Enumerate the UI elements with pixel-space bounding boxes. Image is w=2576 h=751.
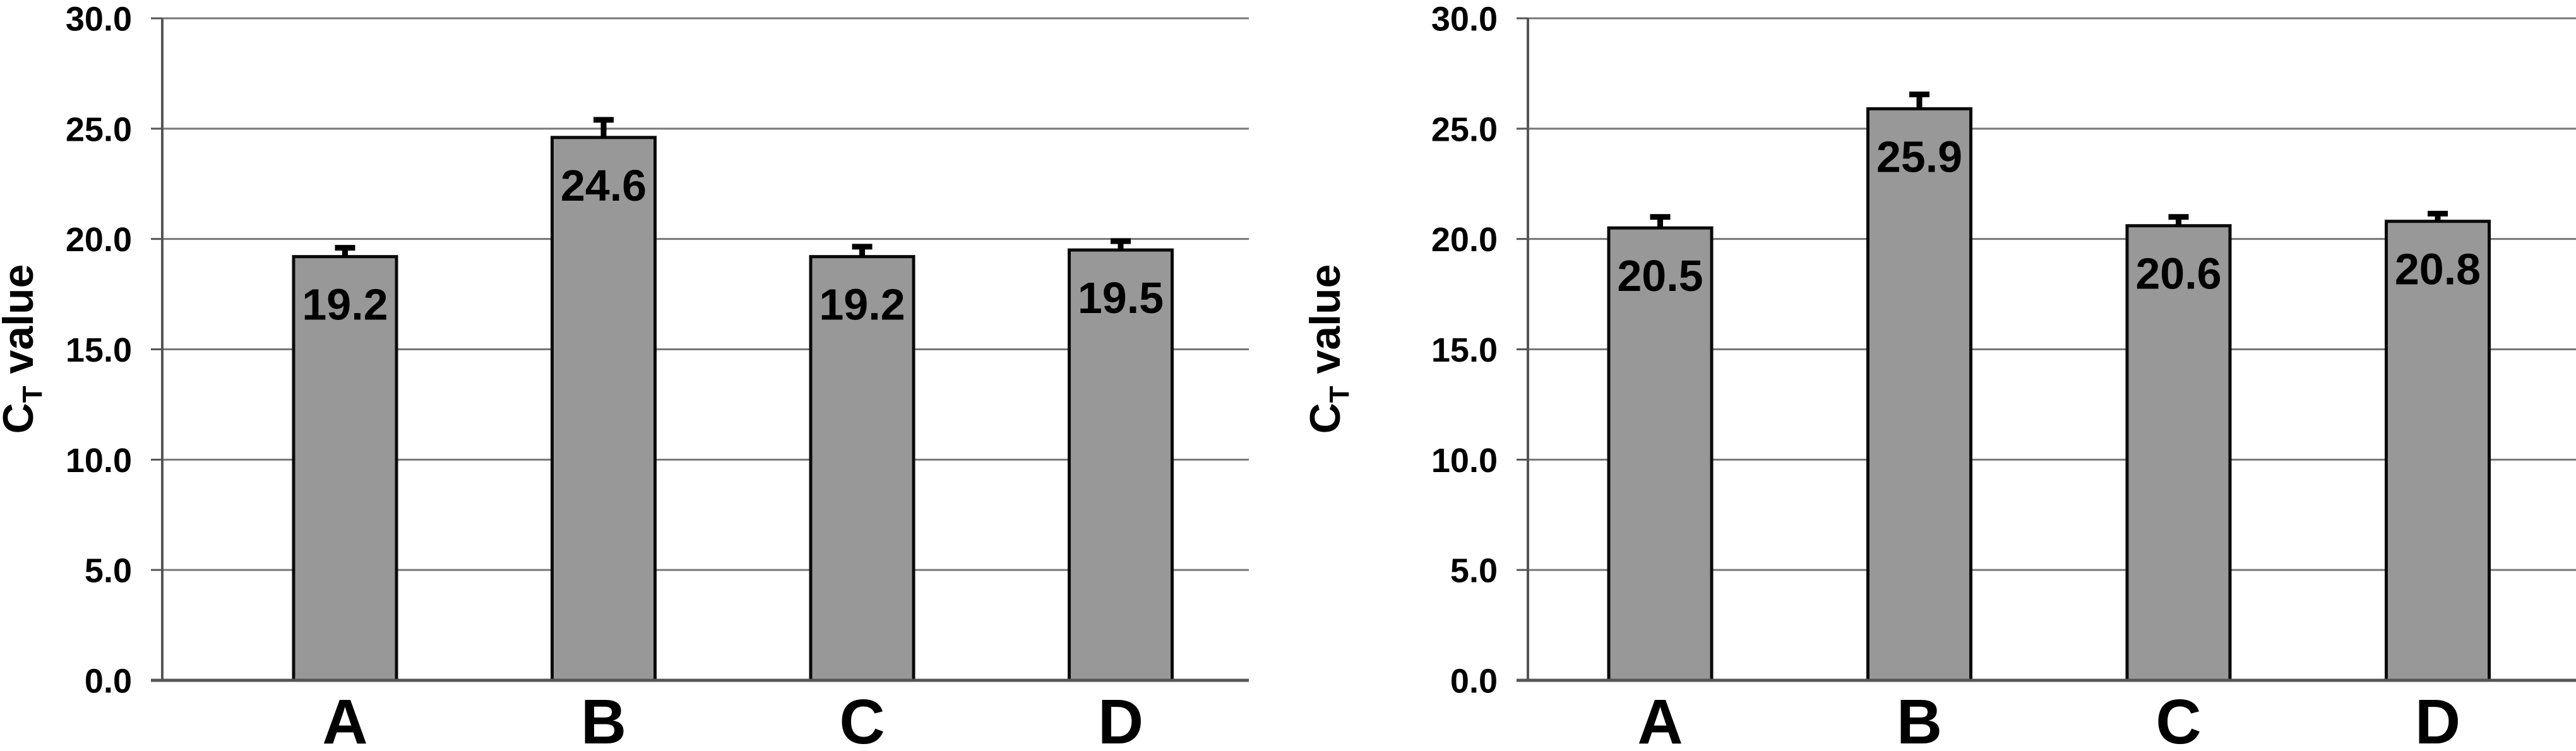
y-axis-title: CT value bbox=[0, 264, 48, 434]
bar-c bbox=[2125, 224, 2232, 682]
y-axis-title-main: C bbox=[1301, 403, 1349, 434]
bar-d bbox=[2385, 220, 2491, 682]
bar-value-label: 25.9 bbox=[1876, 132, 1962, 181]
y-tick-label: 0.0 bbox=[1450, 662, 1498, 700]
category-label-c: C bbox=[2156, 687, 2201, 751]
y-axis-title-subscript: T bbox=[1324, 386, 1355, 403]
bar-value-label: 19.2 bbox=[302, 280, 388, 329]
y-axis-title-subscript: T bbox=[17, 386, 48, 403]
y-tick-label: 10.0 bbox=[1431, 442, 1498, 480]
category-label-d: D bbox=[2415, 687, 2460, 751]
y-tick-label: 5.0 bbox=[85, 552, 132, 590]
y-tick-label: 25.0 bbox=[1431, 110, 1498, 148]
category-label-b: B bbox=[1897, 687, 1942, 751]
bar-d bbox=[1068, 248, 1174, 682]
bar-value-label: 20.5 bbox=[1617, 251, 1703, 300]
y-tick-label: 15.0 bbox=[66, 331, 132, 369]
category-label-b: B bbox=[581, 687, 626, 751]
category-label-a: A bbox=[322, 687, 367, 751]
y-tick-label: 25.0 bbox=[66, 110, 132, 148]
y-tick-label: 5.0 bbox=[1450, 552, 1498, 590]
chart-panel-right: 0.0 5.0 10.0 15.0 20.0 25.0 30.0 20.5 A 25.9 B 20.6… bbox=[1288, 0, 2576, 751]
bar-b bbox=[1866, 107, 1972, 682]
category-label-a: A bbox=[1637, 687, 1683, 751]
bar-value-label: 19.5 bbox=[1078, 273, 1164, 322]
bar-chart-svg-left: 0.0 5.0 10.0 15.0 20.0 25.0 30.0 19.2 A 24.6 B 19.2… bbox=[0, 0, 1249, 751]
chart-panel-left: 0.0 5.0 10.0 15.0 20.0 25.0 30.0 19.2 A 24.6 B 19.2… bbox=[0, 0, 1249, 751]
y-tick-label: 20.0 bbox=[1431, 221, 1498, 259]
bar-value-label: 20.6 bbox=[2135, 249, 2221, 299]
bar-b bbox=[551, 136, 657, 682]
y-axis-title-rest: value bbox=[0, 264, 42, 386]
bar-a bbox=[292, 255, 398, 682]
bar-a bbox=[1607, 226, 1714, 682]
category-label-c: C bbox=[839, 687, 885, 751]
bar-value-label: 19.2 bbox=[819, 280, 905, 329]
y-axis-title-main: C bbox=[0, 403, 42, 434]
y-tick-label: 20.0 bbox=[66, 221, 132, 259]
y-axis-title-rest: value bbox=[1301, 264, 1349, 386]
y-tick-label: 0.0 bbox=[85, 662, 132, 700]
bar-chart-svg-right: 0.0 5.0 10.0 15.0 20.0 25.0 30.0 20.5 A 25.9 B 20.6… bbox=[1301, 0, 2576, 751]
category-label-d: D bbox=[1098, 687, 1143, 751]
y-tick-label: 15.0 bbox=[1431, 331, 1498, 369]
bar-value-label: 24.6 bbox=[561, 161, 647, 210]
y-tick-label: 10.0 bbox=[66, 442, 132, 480]
y-axis-title: CT value bbox=[1301, 264, 1355, 434]
y-tick-label: 30.0 bbox=[66, 0, 132, 38]
y-tick-label: 30.0 bbox=[1431, 0, 1498, 38]
bar-value-label: 20.8 bbox=[2395, 245, 2481, 294]
